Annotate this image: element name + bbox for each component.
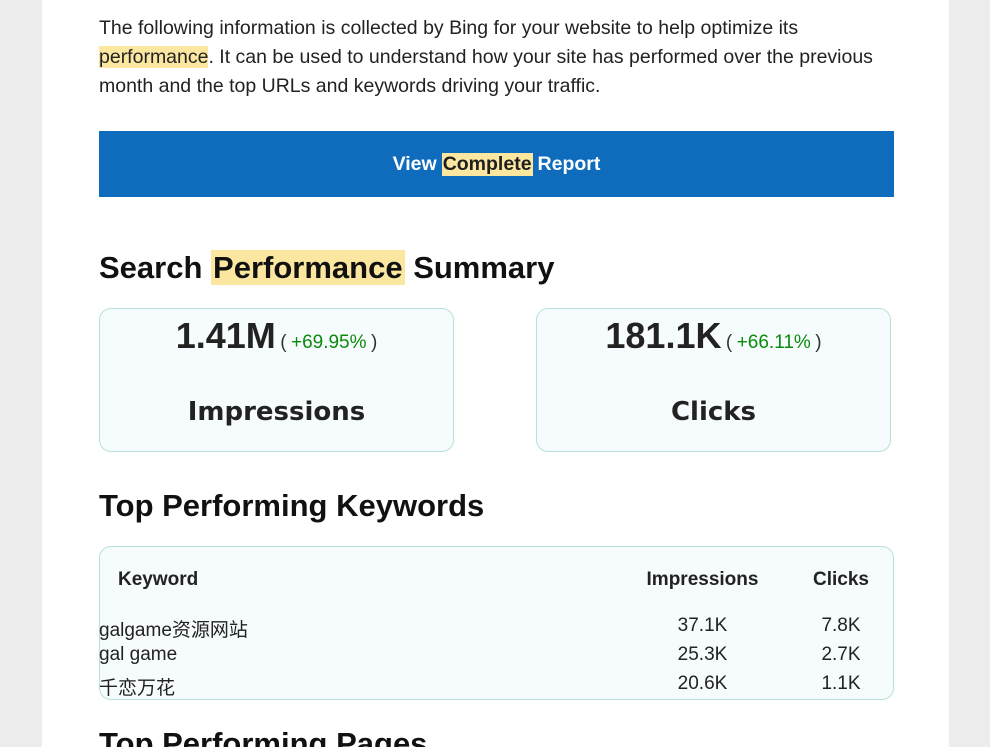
highlight: Complete (441, 152, 533, 176)
text: . It can be used to understand how your … (99, 46, 873, 97)
metric-line: 1.41M ( +69.95% ) (100, 315, 453, 357)
metric-value: 1.41M (175, 315, 276, 356)
metric-change: +69.95% (290, 332, 367, 353)
clicks-cell: 7.8K (821, 615, 861, 636)
intro-text: The following information is collected b… (99, 14, 899, 101)
keyword-cell: gal game (99, 644, 178, 665)
keyword-cell: galgame资源网站 (99, 620, 248, 641)
metric-label: Impressions (187, 397, 366, 427)
impressions-cell: 37.1K (677, 615, 728, 636)
metric-label: Clicks (670, 397, 757, 427)
highlight: performance (99, 46, 209, 68)
keyword-table: Keyword Impressions Clicks galgame资源网站 37… (99, 546, 894, 700)
view-report-button[interactable]: View Complete Report (99, 131, 894, 197)
highlight: Performance (211, 250, 405, 285)
metric-card: 181.1K ( +66.11% ) Clicks (536, 308, 891, 452)
column-header: Impressions (646, 569, 759, 590)
column-header: Clicks (813, 569, 869, 590)
metric-line: 181.1K ( +66.11% ) (537, 315, 890, 357)
text: The following information is collected b… (99, 17, 799, 39)
button-text: Report (537, 152, 601, 175)
metric-change: +66.11% (736, 332, 811, 353)
paren: ) (815, 332, 822, 353)
paren: ) (370, 332, 378, 353)
paren: ( (725, 332, 733, 353)
email-body: The following information is collected b… (42, 0, 949, 747)
metric-card: 1.41M ( +69.95% ) Impressions (99, 308, 454, 452)
section-heading: Search Performance Summary (99, 250, 554, 286)
button-text: View (392, 152, 437, 175)
section-heading: Top Performing Pages (99, 726, 428, 747)
clicks-cell: 2.7K (821, 644, 861, 665)
clicks-cell: 1.1K (821, 673, 861, 694)
keyword-cell: 千恋万花 (99, 678, 176, 699)
metric-value: 181.1K (605, 315, 722, 356)
impressions-cell: 20.6K (677, 673, 728, 694)
impressions-cell: 25.3K (677, 644, 728, 665)
text: Search (99, 250, 203, 285)
section-heading: Top Performing Keywords (99, 488, 485, 523)
text: Summary (413, 250, 555, 285)
paren: ( (280, 332, 287, 353)
column-header: Keyword (118, 569, 199, 590)
